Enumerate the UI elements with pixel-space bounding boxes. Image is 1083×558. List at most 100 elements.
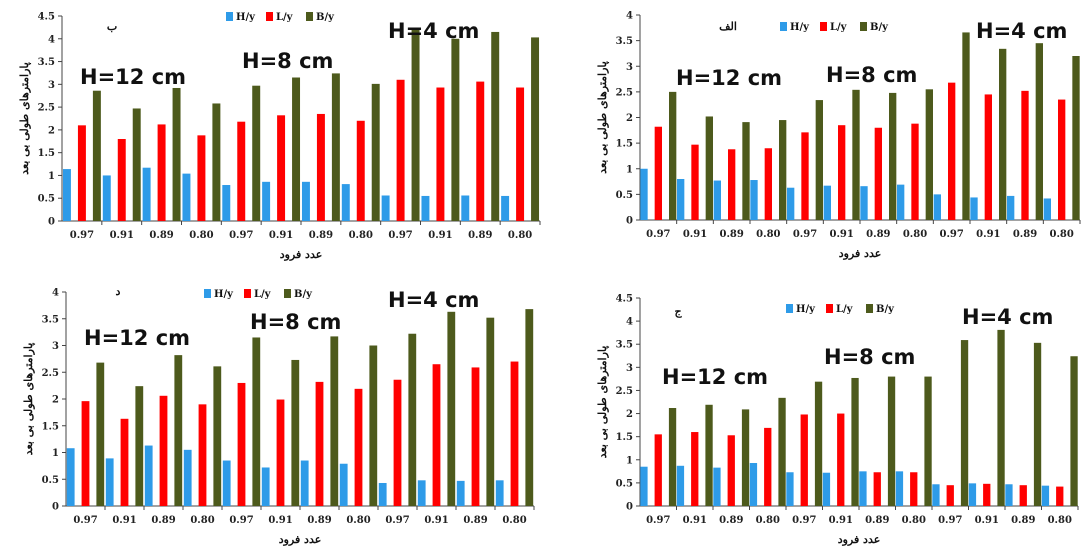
x-tick-label: 0.97	[388, 230, 412, 241]
y-tick-label: 0	[52, 502, 59, 513]
bar-l-y	[276, 399, 285, 506]
bar-h-y	[1041, 485, 1050, 506]
bar-h-y	[222, 460, 231, 506]
bar-h-y	[301, 181, 310, 221]
bar-l-y	[654, 126, 662, 220]
legend-swatch	[204, 289, 211, 298]
bar-b-y	[669, 91, 677, 220]
legend-swatch	[826, 304, 833, 313]
x-tick-label: 0.97	[73, 515, 97, 526]
bar-b-y	[174, 355, 183, 506]
bar-b-y	[252, 85, 261, 221]
y-tick-label: 3	[48, 80, 55, 91]
x-tick-label: 0.80	[189, 230, 213, 241]
bar-l-y	[471, 367, 480, 506]
x-axis-label: عدد فرود	[838, 533, 881, 546]
y-tick-label: 2.5	[616, 87, 633, 98]
x-tick-label: 0.91	[683, 515, 707, 526]
group-label: H=4 cm	[388, 19, 479, 43]
bar-l-y	[198, 404, 207, 506]
y-tick-label: 0	[626, 216, 633, 227]
y-tick-label: 4	[52, 288, 59, 299]
bar-b-y	[1033, 342, 1042, 506]
legend-swatch	[306, 12, 313, 21]
y-tick-label: 0.5	[616, 190, 633, 201]
y-tick-label: 0	[626, 502, 633, 513]
x-tick-label: 0.89	[149, 230, 173, 241]
y-tick-label: 2.5	[42, 368, 59, 379]
x-tick-label: 0.89	[468, 230, 492, 241]
y-tick-label: 3.5	[616, 340, 633, 351]
legend-swatch	[284, 289, 291, 298]
x-axis-label: عدد فرود	[280, 248, 323, 261]
bar-b-y	[525, 309, 534, 506]
y-tick-label: 2	[626, 113, 633, 124]
bar-l-y	[1021, 90, 1029, 220]
bar-h-y	[381, 195, 390, 221]
chart-panel-top-right: 0 0.5 1 1.5 2 2.5 3 3.5 4 پارامترهای طولی بی بعد 0…	[548, 0, 1083, 266]
legend-label: B/y	[316, 12, 335, 23]
bar-l-y	[354, 388, 363, 506]
bar-h-y	[895, 471, 904, 506]
bar-l-y	[728, 149, 736, 220]
bar-h-y	[501, 195, 510, 221]
legend-label: L/y	[830, 22, 848, 33]
bar-b-y	[212, 103, 221, 221]
x-tick-label: 0.97	[646, 515, 670, 526]
group-label: H=8 cm	[250, 310, 341, 334]
x-tick-label: 0.91	[683, 229, 707, 240]
bar-b-y	[851, 377, 859, 506]
bar-l-y	[838, 125, 846, 220]
bar-b-y	[962, 32, 970, 220]
legend-label: L/y	[836, 304, 854, 315]
bar-h-y	[262, 181, 271, 221]
bar-l-y	[654, 434, 662, 506]
group-label: H=12 cm	[662, 365, 768, 389]
bar-l-y	[159, 395, 168, 506]
bar-b-y	[135, 386, 144, 506]
x-tick-label: 0.97	[793, 229, 817, 240]
bar-b-y	[331, 73, 340, 222]
x-tick-label: 0.91	[428, 230, 452, 241]
bar-h-y	[823, 185, 831, 220]
bar-h-y	[968, 483, 977, 506]
bar-l-y	[727, 435, 735, 506]
x-tick-label: 0.97	[229, 515, 253, 526]
y-tick-label: 2	[48, 125, 55, 136]
bar-b-y	[291, 359, 300, 506]
bar-h-y	[750, 180, 758, 220]
bar-h-y	[933, 194, 941, 220]
y-tick-label: 2.5	[38, 103, 55, 114]
panel-label: ج	[674, 305, 682, 318]
bar-h-y	[1007, 195, 1015, 220]
bar-l-y	[1056, 486, 1064, 506]
bar-l-y	[237, 382, 246, 506]
x-tick-label: 0.89	[1013, 229, 1037, 240]
bar-h-y	[182, 173, 191, 221]
x-tick-label: 0.89	[866, 229, 890, 240]
bar-h-y	[417, 480, 426, 506]
x-tick-label: 0.89	[719, 229, 743, 240]
bar-h-y	[300, 460, 309, 506]
group-label: H=12 cm	[84, 326, 190, 350]
bar-h-y	[677, 179, 685, 220]
legend-label: H/y	[214, 289, 234, 300]
legend-label: L/y	[276, 12, 294, 23]
x-tick-label: 0.80	[190, 515, 214, 526]
bar-h-y	[183, 449, 192, 506]
x-tick-label: 0.91	[829, 229, 853, 240]
bar-l-y	[315, 381, 324, 506]
group-label: H=4 cm	[388, 288, 479, 312]
panel-label: د	[116, 285, 121, 298]
y-tick-label: 0.5	[42, 475, 59, 486]
bar-b-y	[779, 120, 787, 220]
bar-h-y	[461, 195, 470, 221]
chart-svg: 0 0.5 1 1.5 2 2.5 3 3.5 4 4.5 پارامترهای طولی بی ب…	[18, 12, 541, 261]
x-tick-label: 0.91	[976, 229, 1000, 240]
bar-h-y	[142, 167, 151, 221]
y-tick-label: 4	[48, 34, 55, 45]
chart-svg: 0 0.5 1 1.5 2 2.5 3 3.5 4 پارامترهای طولی بی بعد 0…	[596, 11, 1081, 260]
bar-h-y	[1043, 198, 1051, 220]
x-tick-label: 0.80	[902, 515, 926, 526]
bar-l-y	[432, 364, 441, 506]
